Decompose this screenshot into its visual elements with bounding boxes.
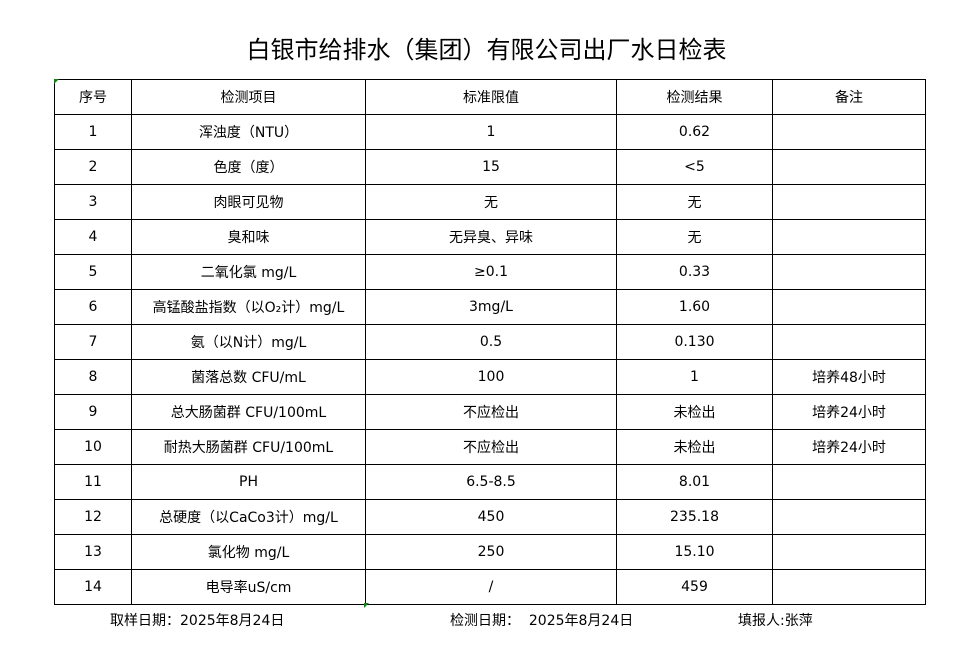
- result-cell[interactable]: 8.01: [616, 464, 773, 500]
- standard-limit-cell[interactable]: 250: [365, 534, 617, 570]
- table-row: 11 PH 6.5-8.5 8.01: [54, 464, 926, 500]
- remark-cell[interactable]: 备注: [772, 79, 926, 115]
- item-cell[interactable]: 氨（以N计）mg/L: [131, 324, 366, 360]
- remark-cell[interactable]: 培养24小时: [772, 394, 926, 430]
- standard-limit-cell[interactable]: 不应检出: [365, 394, 617, 430]
- table-row: 7 氨（以N计）mg/L 0.5 0.130: [54, 324, 926, 360]
- remark-cell[interactable]: [772, 184, 926, 220]
- sampling-date: 取样日期：2025年8月24日: [110, 613, 285, 629]
- result-cell[interactable]: 1: [616, 359, 773, 395]
- result-cell[interactable]: 0.62: [616, 114, 773, 150]
- standard-limit-cell[interactable]: 6.5-8.5: [365, 464, 617, 500]
- standard-limit-cell[interactable]: 100: [365, 359, 617, 395]
- result-cell[interactable]: 459: [616, 569, 773, 605]
- index-cell[interactable]: 3: [54, 184, 132, 220]
- table-row: 5 二氧化氯 mg/L ≥0.1 0.33: [54, 254, 926, 290]
- header-row: 序号 检测项目 标准限值 检测结果 备注: [54, 79, 926, 115]
- table-row: 2 色度（度） 15 <5: [54, 149, 926, 185]
- result-cell[interactable]: 检测结果: [616, 79, 773, 115]
- result-cell[interactable]: 235.18: [616, 499, 773, 535]
- cell-marker-icon: [54, 79, 59, 84]
- index-cell[interactable]: 14: [54, 569, 132, 605]
- remark-cell[interactable]: [772, 569, 926, 605]
- table-row: 14 电导率uS/cm/459: [54, 569, 926, 605]
- table-row: 8 菌落总数 CFU/mL 100 1 培养48小时: [54, 359, 926, 395]
- item-cell[interactable]: 肉眼可见物: [131, 184, 366, 220]
- item-cell[interactable]: 总大肠菌群 CFU/100mL: [131, 394, 366, 430]
- index-cell[interactable]: 13: [54, 534, 132, 570]
- index-cell[interactable]: 6: [54, 289, 132, 325]
- page-title: 白银市给排水（集团）有限公司出厂水日检表: [246, 36, 727, 64]
- remark-cell[interactable]: 培养24小时: [772, 429, 926, 465]
- standard-limit-cell[interactable]: 15: [365, 149, 617, 185]
- table-row: 6 高锰酸盐指数（以O₂计）mg/L 3mg/L 1.60: [54, 289, 926, 325]
- index-cell[interactable]: 4: [54, 219, 132, 255]
- index-cell[interactable]: 序号: [54, 79, 132, 115]
- item-cell[interactable]: 二氧化氯 mg/L: [131, 254, 366, 290]
- item-cell[interactable]: 色度（度）: [131, 149, 366, 185]
- table-row: 13 氯化物 mg/L 250 15.10: [54, 534, 926, 570]
- remark-cell[interactable]: [772, 324, 926, 360]
- result-cell[interactable]: 0.33: [616, 254, 773, 290]
- item-cell[interactable]: 总硬度（以CaCo3计）mg/L: [131, 499, 366, 535]
- result-cell[interactable]: 15.10: [616, 534, 773, 570]
- index-cell[interactable]: 8: [54, 359, 132, 395]
- standard-limit-cell[interactable]: 无异臭、异味: [365, 219, 617, 255]
- table-row: 12 总硬度（以CaCo3计）mg/L 450 235.18: [54, 499, 926, 535]
- item-cell[interactable]: 氯化物 mg/L: [131, 534, 366, 570]
- standard-limit-cell[interactable]: 不应检出: [365, 429, 617, 465]
- table-row: 1 浑浊度（NTU） 1 0.62: [54, 114, 926, 150]
- result-cell[interactable]: 1.60: [616, 289, 773, 325]
- item-cell[interactable]: PH: [131, 464, 366, 500]
- result-cell[interactable]: 0.130: [616, 324, 773, 360]
- index-cell[interactable]: 12: [54, 499, 132, 535]
- result-cell[interactable]: 无: [616, 184, 773, 220]
- item-cell[interactable]: 臭和味: [131, 219, 366, 255]
- inspection-table: 序号 检测项目 标准限值 检测结果 备注 1 浑浊度（NTU） 1 0.62 2 色度（度） 15 <5…: [54, 79, 926, 605]
- index-cell[interactable]: 10: [54, 429, 132, 465]
- table-row: 9 总大肠菌群 CFU/100mL 不应检出 未检出 培养24小时: [54, 394, 926, 430]
- item-cell[interactable]: 高锰酸盐指数（以O₂计）mg/L: [131, 289, 366, 325]
- cell-marker-icon: [364, 603, 369, 608]
- index-cell[interactable]: 5: [54, 254, 132, 290]
- index-cell[interactable]: 11: [54, 464, 132, 500]
- standard-limit-cell[interactable]: /: [365, 569, 617, 605]
- test-date: 检测日期： 2025年8月24日: [450, 613, 634, 629]
- remark-cell[interactable]: [772, 219, 926, 255]
- standard-limit-cell[interactable]: 无: [365, 184, 617, 220]
- remark-cell[interactable]: [772, 534, 926, 570]
- index-cell[interactable]: 9: [54, 394, 132, 430]
- standard-limit-cell[interactable]: 3mg/L: [365, 289, 617, 325]
- result-cell[interactable]: 未检出: [616, 394, 773, 430]
- standard-limit-cell[interactable]: ≥0.1: [365, 254, 617, 290]
- reporter: 填报人:张萍: [738, 613, 813, 629]
- result-cell[interactable]: 无: [616, 219, 773, 255]
- item-cell[interactable]: 菌落总数 CFU/mL: [131, 359, 366, 395]
- table-row: 10 耐热大肠菌群 CFU/100mL 不应检出 未检出 培养24小时: [54, 429, 926, 465]
- remark-cell[interactable]: [772, 499, 926, 535]
- item-cell[interactable]: 检测项目: [131, 79, 366, 115]
- result-cell[interactable]: 未检出: [616, 429, 773, 465]
- item-cell[interactable]: 浑浊度（NTU）: [131, 114, 366, 150]
- standard-limit-cell[interactable]: 1: [365, 114, 617, 150]
- index-cell[interactable]: 1: [54, 114, 132, 150]
- remark-cell[interactable]: [772, 289, 926, 325]
- index-cell[interactable]: 7: [54, 324, 132, 360]
- table-row: 3 肉眼可见物无无: [54, 184, 926, 220]
- item-cell[interactable]: 电导率uS/cm: [131, 569, 366, 605]
- remark-cell[interactable]: [772, 114, 926, 150]
- index-cell[interactable]: 2: [54, 149, 132, 185]
- remark-cell[interactable]: 培养48小时: [772, 359, 926, 395]
- table-row: 4 臭和味 无异臭、异味无: [54, 219, 926, 255]
- remark-cell[interactable]: [772, 464, 926, 500]
- item-cell[interactable]: 耐热大肠菌群 CFU/100mL: [131, 429, 366, 465]
- remark-cell[interactable]: [772, 149, 926, 185]
- result-cell[interactable]: <5: [616, 149, 773, 185]
- standard-limit-cell[interactable]: 0.5: [365, 324, 617, 360]
- standard-limit-cell[interactable]: 标准限值: [365, 79, 617, 115]
- standard-limit-cell[interactable]: 450: [365, 499, 617, 535]
- remark-cell[interactable]: [772, 254, 926, 290]
